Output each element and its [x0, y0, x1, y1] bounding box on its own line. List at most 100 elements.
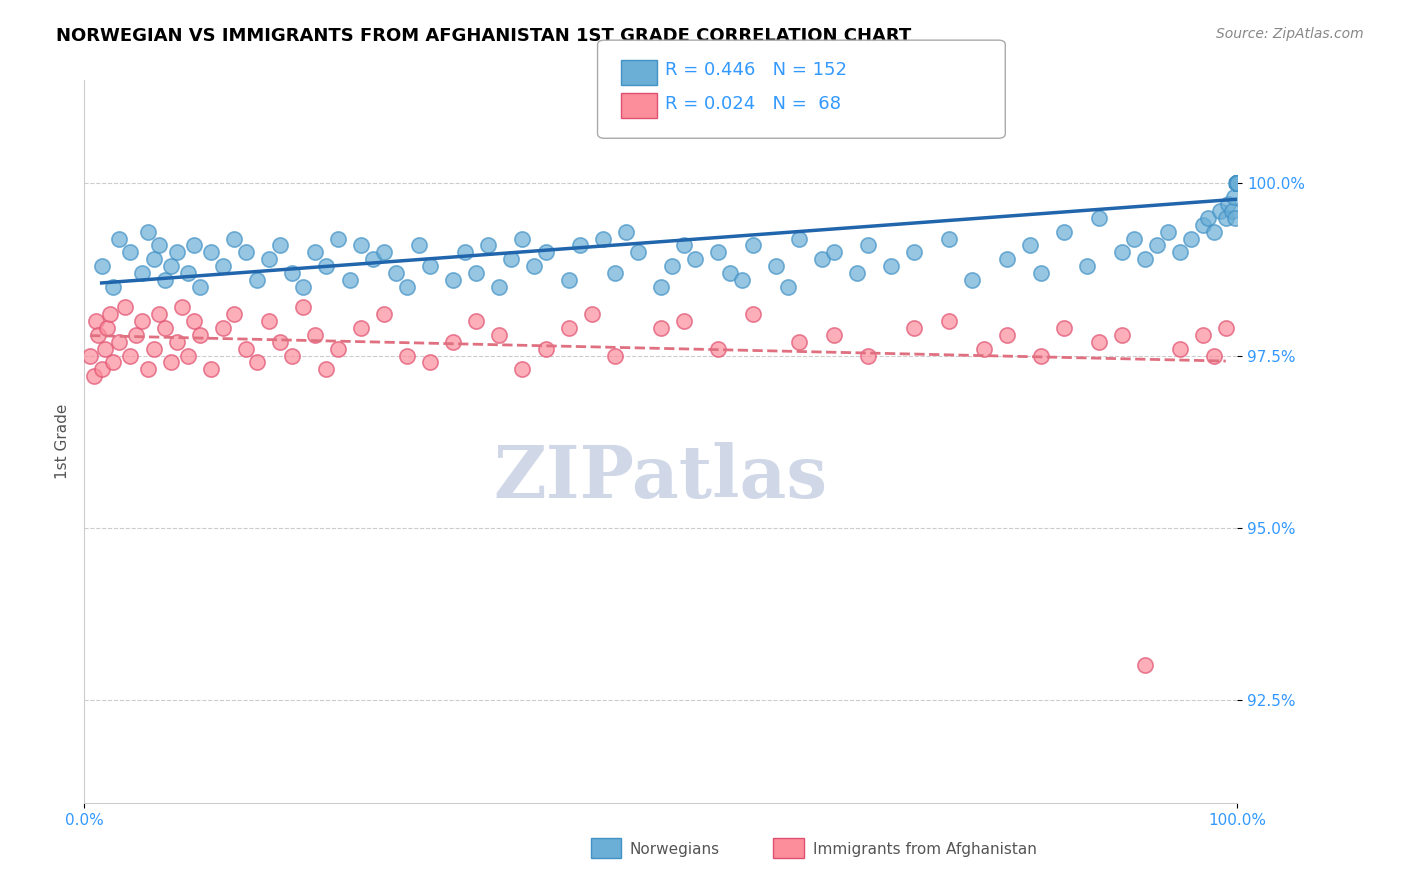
- Point: [707, 342, 730, 356]
- Point: [1226, 177, 1249, 191]
- Point: [148, 307, 170, 321]
- Point: [1226, 177, 1249, 191]
- Point: [603, 349, 626, 363]
- Point: [823, 245, 845, 260]
- Point: [103, 279, 124, 293]
- Point: [477, 238, 499, 252]
- Point: [257, 314, 280, 328]
- Point: [96, 321, 118, 335]
- Point: [103, 355, 124, 369]
- Point: [200, 245, 222, 260]
- Point: [339, 273, 361, 287]
- Point: [534, 342, 557, 356]
- Point: [1226, 177, 1249, 191]
- Point: [441, 334, 464, 349]
- Point: [938, 314, 960, 328]
- Point: [408, 238, 430, 252]
- Point: [1111, 245, 1133, 260]
- Point: [823, 327, 845, 342]
- Point: [903, 321, 925, 335]
- Point: [326, 342, 349, 356]
- Point: [281, 266, 304, 280]
- Point: [172, 301, 194, 315]
- Point: [1168, 342, 1191, 356]
- Point: [557, 273, 579, 287]
- Point: [153, 273, 176, 287]
- Point: [1204, 225, 1226, 239]
- Point: [1226, 177, 1249, 191]
- Point: [1226, 177, 1249, 191]
- Point: [131, 266, 153, 280]
- Point: [211, 259, 233, 273]
- Point: [108, 334, 131, 349]
- Point: [1226, 177, 1249, 191]
- Point: [396, 349, 419, 363]
- Point: [177, 349, 200, 363]
- Point: [188, 327, 211, 342]
- Text: R = 0.024   N =  68: R = 0.024 N = 68: [665, 95, 841, 113]
- Text: Source: ZipAtlas.com: Source: ZipAtlas.com: [1216, 27, 1364, 41]
- Point: [1226, 177, 1249, 191]
- Point: [87, 327, 110, 342]
- Point: [160, 355, 183, 369]
- Point: [718, 266, 741, 280]
- Point: [1226, 177, 1249, 191]
- Point: [1226, 177, 1249, 191]
- Point: [454, 245, 477, 260]
- Point: [1226, 177, 1249, 191]
- Point: [246, 273, 269, 287]
- Point: [742, 238, 765, 252]
- Point: [1168, 245, 1191, 260]
- Point: [488, 279, 510, 293]
- Point: [373, 307, 395, 321]
- Point: [1226, 177, 1249, 191]
- Point: [84, 314, 107, 328]
- Point: [1088, 211, 1111, 225]
- Point: [672, 238, 695, 252]
- Point: [650, 279, 672, 293]
- Point: [1226, 177, 1249, 191]
- Point: [120, 245, 142, 260]
- Point: [142, 342, 165, 356]
- Point: [787, 231, 810, 245]
- Point: [384, 266, 406, 280]
- Point: [281, 349, 304, 363]
- Point: [1216, 197, 1239, 211]
- Text: Immigrants from Afghanistan: Immigrants from Afghanistan: [813, 842, 1036, 856]
- Point: [125, 327, 148, 342]
- Point: [661, 259, 683, 273]
- Point: [235, 342, 257, 356]
- Point: [1122, 231, 1144, 245]
- Point: [1226, 177, 1249, 191]
- Point: [1226, 177, 1249, 191]
- Point: [557, 321, 579, 335]
- Point: [1226, 177, 1249, 191]
- Point: [98, 307, 121, 321]
- Point: [614, 225, 637, 239]
- Point: [1226, 177, 1249, 191]
- Point: [903, 245, 925, 260]
- Point: [465, 314, 488, 328]
- Point: [707, 245, 730, 260]
- Point: [224, 231, 246, 245]
- Point: [569, 238, 592, 252]
- Point: [292, 279, 315, 293]
- Point: [1226, 177, 1249, 191]
- Point: [1226, 177, 1249, 191]
- Text: R = 0.446   N = 152: R = 0.446 N = 152: [665, 61, 846, 78]
- Y-axis label: 1st Grade: 1st Grade: [55, 404, 70, 479]
- Point: [269, 238, 291, 252]
- Point: [1226, 177, 1249, 191]
- Point: [1226, 177, 1249, 191]
- Point: [1226, 177, 1249, 191]
- Point: [1226, 177, 1249, 191]
- Point: [1204, 349, 1226, 363]
- Point: [1226, 177, 1249, 191]
- Point: [1226, 177, 1249, 191]
- Point: [166, 245, 188, 260]
- Point: [512, 362, 534, 376]
- Point: [1226, 177, 1249, 191]
- Point: [1226, 177, 1249, 191]
- Point: [1226, 177, 1249, 191]
- Point: [1226, 177, 1249, 191]
